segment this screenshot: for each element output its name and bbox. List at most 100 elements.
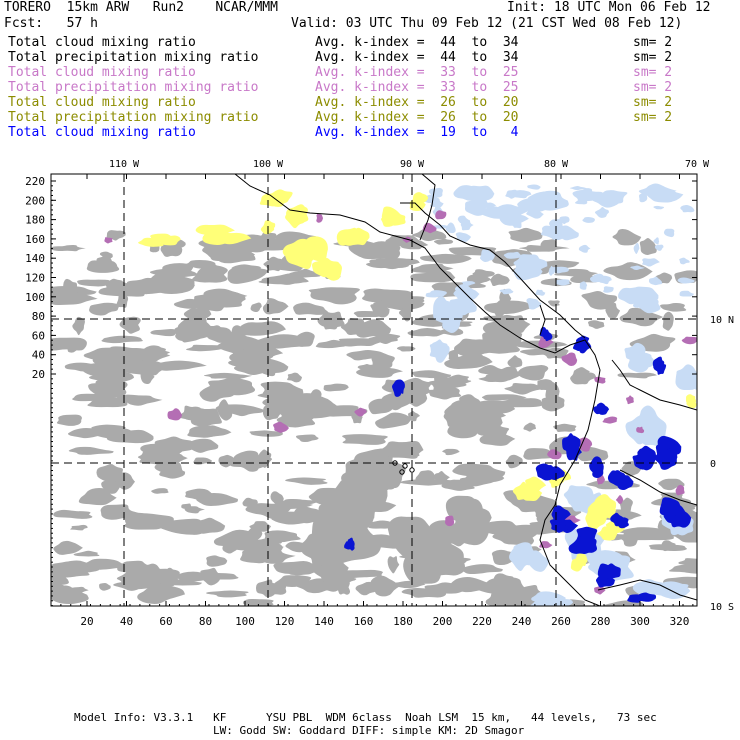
gray-cloud-cell (505, 454, 523, 469)
gray-cloud-cell (523, 422, 537, 432)
gray-cloud-cell (260, 381, 304, 397)
gray-cloud-cell (442, 448, 460, 456)
purple-cloud-cell (602, 416, 618, 424)
gray-cloud-cell (287, 372, 302, 383)
x-tick-label: 280 (591, 615, 611, 628)
gray-cloud-cell (617, 372, 657, 379)
light-blue-cloud-cell (624, 342, 646, 365)
blue-cloud-cell (602, 563, 621, 579)
yellow-cloud-cell (521, 484, 543, 502)
gray-cloud-cell (581, 290, 618, 310)
gray-cloud-cell (183, 438, 219, 453)
gray-cloud-cell (547, 300, 560, 307)
light-blue-cloud-cell (527, 191, 562, 207)
yellow-cloud-cell (381, 206, 401, 223)
legend-smoothing: sm= 2 (633, 110, 673, 125)
gray-cloud-cell (116, 294, 129, 308)
light-blue-cloud-cell (509, 546, 532, 572)
gray-cloud-cell (51, 244, 86, 252)
gray-cloud-cell (159, 465, 186, 479)
coastline (619, 469, 697, 506)
gray-cloud-cell (461, 350, 485, 368)
yellow-cloud-cell (570, 559, 584, 572)
light-blue-cloud-cell (513, 190, 532, 199)
gray-cloud-cell (56, 414, 82, 426)
purple-cloud-cell (444, 515, 455, 527)
longitude-label: 70 W (685, 159, 710, 170)
light-blue-cloud-cell (527, 184, 541, 190)
light-blue-cloud-cell (548, 219, 563, 229)
yellow-cloud-cell (346, 227, 370, 246)
light-blue-cloud-cell (546, 226, 572, 241)
light-blue-cloud-cell (663, 228, 675, 238)
light-blue-cloud-cell (480, 249, 495, 261)
legend-field-name: Total cloud mixing ratio (8, 35, 196, 50)
light-blue-cloud-cell (430, 339, 449, 357)
gray-cloud-cell (356, 364, 403, 378)
gray-cloud-cell (274, 575, 313, 588)
x-tick-label: 80 (199, 615, 212, 628)
blue-cloud-cell (537, 465, 556, 481)
gray-cloud-cell (67, 427, 109, 439)
x-tick-label: 260 (551, 615, 571, 628)
gray-cloud-cell (88, 380, 128, 399)
light-blue-cloud-cell (499, 212, 529, 226)
gray-cloud-cell (196, 493, 238, 506)
gray-cloud-cell (179, 409, 207, 421)
light-blue-cloud-cell (429, 290, 447, 298)
gray-cloud-cell (368, 520, 392, 529)
light-blue-cloud-cell (645, 188, 684, 202)
light-blue-cloud-cell (480, 206, 506, 219)
valid-time: Valid: 03 UTC Thu 09 Feb 12 (21 CST Wed … (291, 16, 683, 31)
light-blue-cloud-cell (455, 232, 472, 243)
gray-cloud-cell (323, 383, 349, 392)
y-tick-label: 100 (25, 291, 45, 304)
blue-cloud-cell (549, 517, 568, 533)
light-blue-cloud-cell (603, 286, 614, 293)
light-blue-cloud-cell (579, 281, 588, 290)
gray-cloud-cell (315, 339, 349, 349)
gray-cloud-cell (140, 443, 184, 458)
purple-cloud-cell (435, 210, 447, 220)
blue-cloud-cell (591, 458, 603, 474)
gray-cloud-cell (338, 338, 383, 347)
gray-cloud-cell (370, 575, 400, 597)
gray-cloud-cell (508, 227, 543, 243)
gray-cloud-cell (53, 540, 83, 555)
gray-cloud-cell (403, 450, 420, 458)
gray-cloud-cell (100, 504, 138, 520)
yellow-cloud-cell (311, 260, 336, 278)
gray-cloud-mass (191, 298, 225, 312)
gray-cloud-cell (69, 586, 89, 595)
gray-cloud-cell (63, 341, 83, 353)
gray-cloud-cell (517, 365, 549, 381)
gray-cloud-cell (193, 457, 213, 465)
x-tick-label: 220 (472, 615, 492, 628)
light-blue-cloud-cell (453, 185, 480, 201)
gray-cloud-cell (175, 326, 202, 343)
gray-cloud-cell (258, 276, 305, 285)
light-blue-cloud-cell (653, 237, 660, 245)
island (399, 469, 405, 475)
light-blue-cloud-cell (648, 276, 663, 286)
gray-cloud-cell (308, 287, 348, 295)
gray-cloud-cell (89, 302, 120, 316)
gray-cloud-cell (63, 278, 78, 296)
gray-cloud-cell (293, 302, 329, 315)
gray-cloud-cell (239, 339, 282, 347)
cloud-field (51, 174, 697, 606)
gray-cloud-cell (264, 530, 301, 543)
gray-cloud-cell (101, 335, 143, 344)
light-blue-cloud-cell (460, 219, 474, 231)
gray-cloud-cell (99, 583, 111, 591)
legend-smoothing: sm= 2 (633, 80, 673, 95)
longitude-label: 100 W (253, 159, 284, 170)
gray-cloud-cell (202, 325, 221, 339)
gray-cloud-cell (408, 410, 420, 422)
gray-cloud-cell (200, 567, 222, 586)
model-run-title: TORERO 15km ARW Run2 NCAR/MMM (4, 0, 278, 15)
gray-cloud-cell (407, 328, 448, 337)
gray-cloud-cell (507, 355, 523, 368)
light-blue-cloud-cell (594, 207, 610, 218)
gray-cloud-cell (270, 491, 284, 507)
